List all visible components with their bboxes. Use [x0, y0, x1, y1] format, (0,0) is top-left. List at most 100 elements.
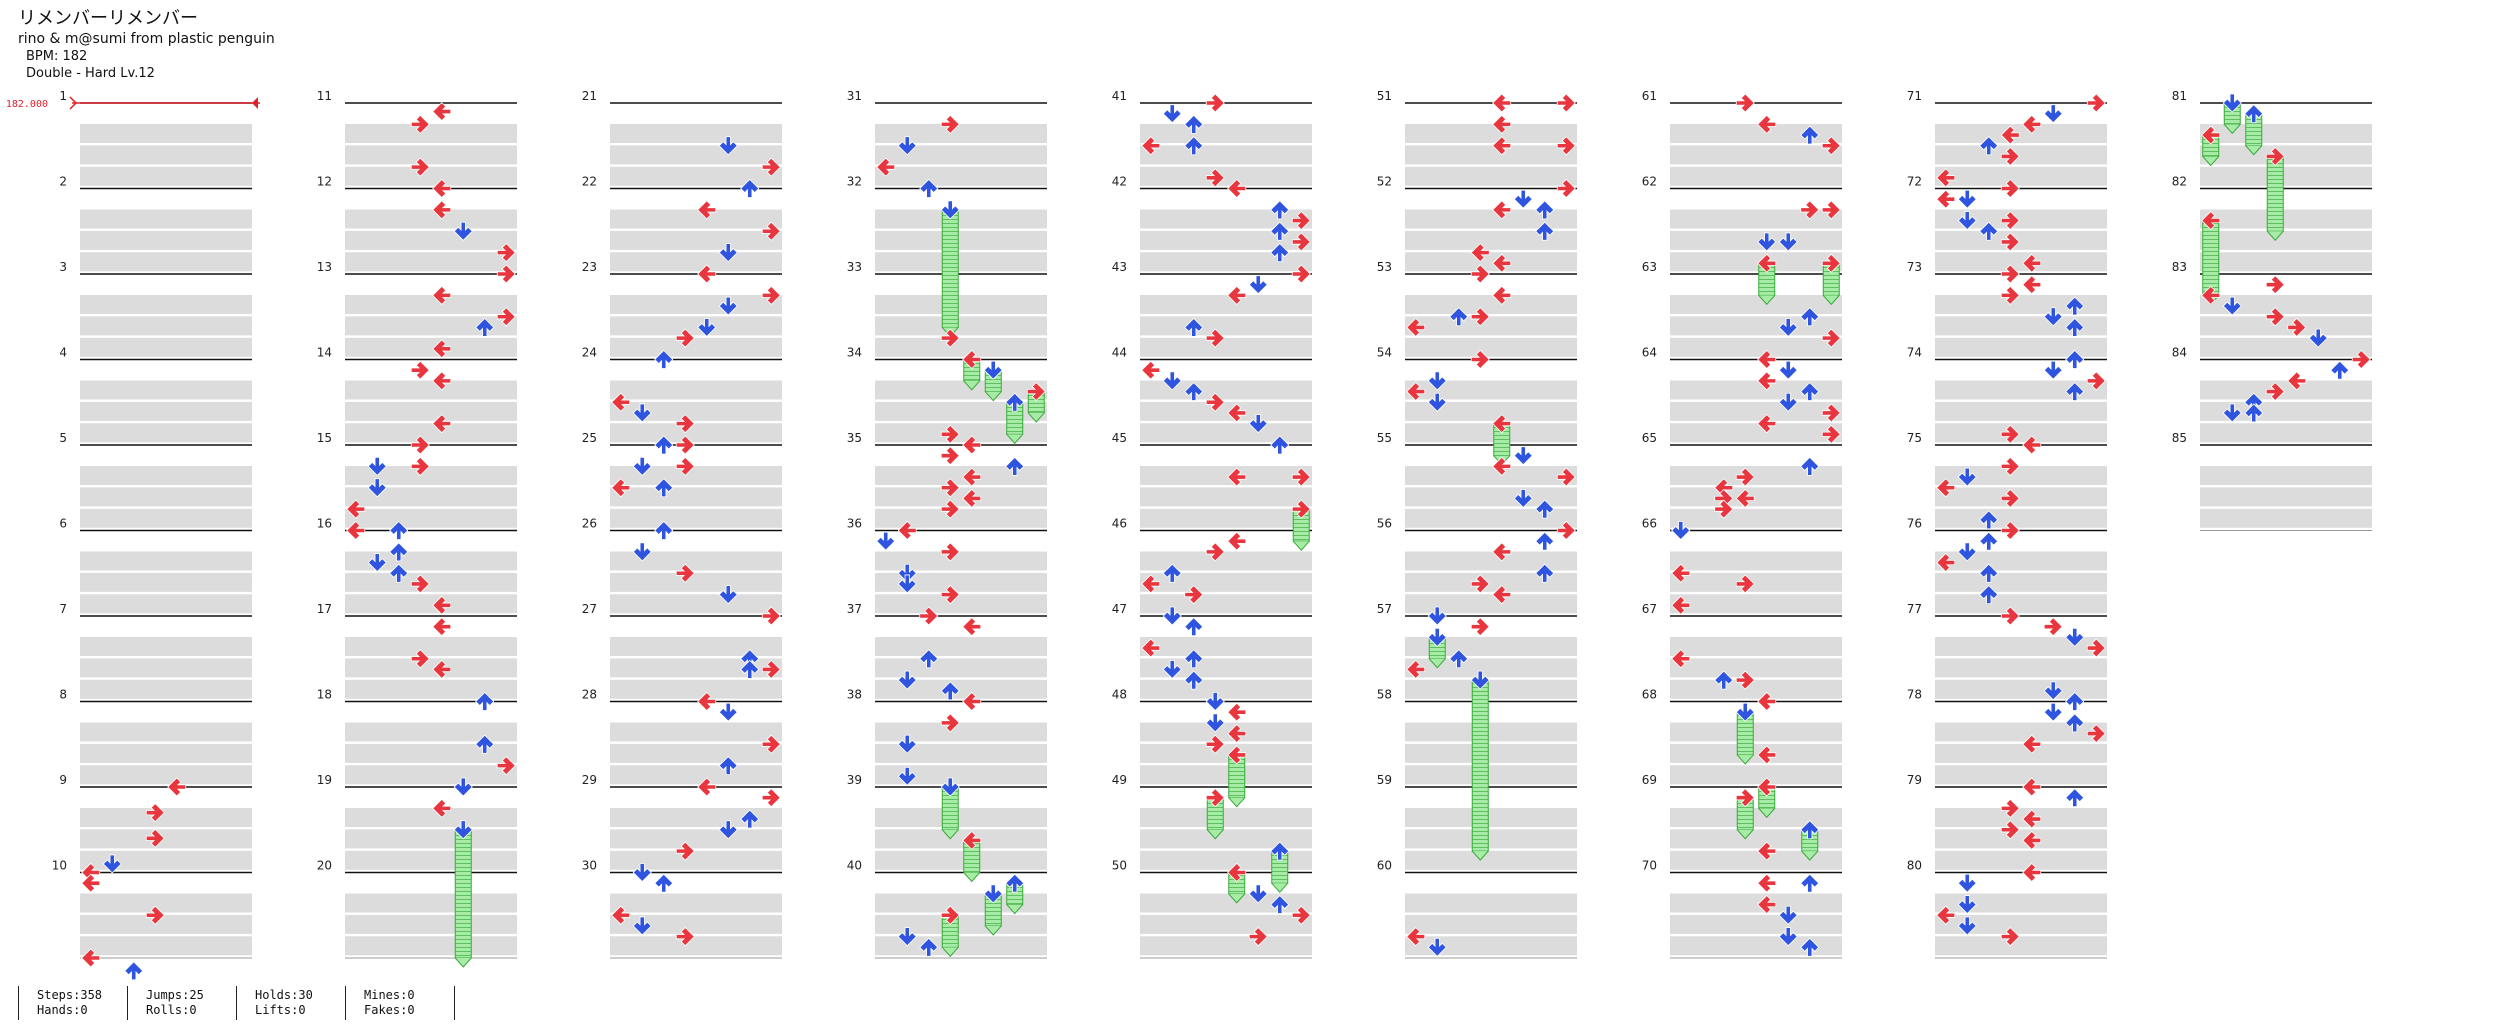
beat-band — [1140, 679, 1312, 699]
hold-note-tail — [1228, 893, 1246, 904]
step-arrow-up — [1535, 499, 1555, 519]
step-arrow-up — [1800, 125, 1820, 145]
beat-band — [1140, 252, 1312, 272]
beat-band — [1405, 230, 1577, 250]
beat-band — [1935, 743, 2107, 763]
step-arrow-left — [2287, 371, 2307, 391]
beat-band — [1405, 252, 1577, 272]
step-arrow-left — [1141, 360, 1161, 380]
holds-count: Holds:30 — [255, 988, 313, 1002]
beat-band — [875, 401, 1047, 421]
beat-band — [1935, 850, 2107, 870]
measure-number: 53 — [1377, 260, 1392, 274]
measure-number: 50 — [1112, 859, 1127, 873]
step-arrow-left — [1936, 189, 1956, 209]
step-arrow-down — [897, 766, 917, 786]
step-arrow-down — [1778, 905, 1798, 925]
step-arrow-up — [1979, 136, 1999, 156]
step-arrow-up — [475, 317, 495, 337]
hold-note-tail — [1758, 808, 1776, 819]
measure-number: 34 — [847, 346, 862, 360]
beat-band — [1140, 508, 1312, 528]
beat-band — [1670, 551, 1842, 571]
step-arrow-right — [761, 221, 781, 241]
beat-band — [345, 850, 517, 870]
step-arrow-right — [1205, 392, 1225, 412]
step-arrow-left — [1735, 488, 1755, 509]
beat-band — [80, 401, 252, 421]
beat-band — [345, 508, 517, 528]
step-arrow-left — [2000, 125, 2020, 145]
stats-col-steps: Steps:358 Hands:0 — [18, 986, 127, 1020]
beat-band — [1140, 209, 1312, 229]
step-arrow-left — [1227, 723, 1247, 744]
step-arrow-right — [1291, 467, 1311, 487]
measure-number: 33 — [847, 260, 862, 274]
hold-note-tail — [1822, 295, 1840, 306]
beat-band — [610, 679, 782, 699]
beat-band — [1140, 337, 1312, 357]
measure-number: 36 — [847, 517, 862, 531]
step-arrow-left — [1227, 178, 1247, 199]
beat-band — [1405, 551, 1577, 571]
beat-band — [1140, 380, 1312, 400]
beat-band — [610, 850, 782, 870]
step-arrow-up — [2330, 360, 2350, 380]
measure-number: 82 — [2172, 175, 2187, 189]
measure-number: 13 — [317, 260, 332, 274]
beat-band — [1140, 808, 1312, 827]
step-arrow-down — [718, 243, 738, 263]
step-arrow-right — [496, 243, 516, 263]
beat-band — [610, 423, 782, 443]
step-arrow-up — [1979, 563, 1999, 583]
step-arrow-right — [2000, 606, 2020, 626]
beat-band — [1405, 893, 1577, 913]
step-arrow-left — [962, 691, 982, 712]
beat-band — [1670, 508, 1842, 528]
step-arrow-right — [2000, 488, 2020, 509]
step-arrow-down — [2043, 360, 2063, 380]
beat-band — [345, 893, 517, 913]
measure-number: 45 — [1112, 431, 1127, 445]
step-arrow-left — [1227, 403, 1247, 423]
song-artist: rino & m@sumi from plastic penguin — [18, 31, 275, 47]
measure-number: 25 — [582, 431, 597, 445]
beat-band — [2200, 252, 2372, 272]
step-arrow-right — [410, 456, 430, 476]
beat-band — [1405, 808, 1577, 827]
step-arrow-left — [432, 798, 452, 818]
beat-band — [1935, 466, 2107, 485]
step-arrow-down — [897, 734, 917, 754]
beat-band — [1935, 423, 2107, 443]
step-arrow-down — [1757, 232, 1777, 252]
step-arrow-down — [1957, 467, 1977, 487]
step-arrow-down — [897, 136, 917, 156]
step-arrow-down — [2222, 403, 2242, 423]
jumps-count: Jumps:25 — [146, 988, 204, 1002]
step-arrow-right — [1205, 93, 1225, 113]
beat-band — [80, 936, 252, 956]
measure-number: 56 — [1377, 517, 1392, 531]
hold-note-tail — [984, 925, 1002, 936]
measure-number: 18 — [317, 688, 332, 702]
beat-band — [610, 936, 782, 956]
step-arrow-up — [389, 563, 409, 583]
step-arrow-up — [475, 691, 495, 711]
beat-band — [875, 829, 1047, 849]
beat-band — [875, 316, 1047, 336]
step-arrow-down — [897, 574, 917, 594]
step-arrow-left — [1671, 595, 1691, 615]
hold-note-tail — [1736, 754, 1754, 765]
beat-band — [610, 380, 782, 400]
step-arrow-down — [718, 136, 738, 156]
step-arrow-left — [1757, 371, 1777, 391]
step-arrow-left — [1406, 659, 1426, 680]
beat-band — [80, 594, 252, 614]
measure-number: 52 — [1377, 175, 1392, 189]
step-arrow-right — [2000, 285, 2020, 305]
step-arrow-up — [1800, 456, 1820, 476]
step-arrow-left — [611, 392, 631, 412]
beat-band — [1405, 295, 1577, 314]
beat-band — [1140, 914, 1312, 934]
beat-band — [1935, 829, 2107, 849]
